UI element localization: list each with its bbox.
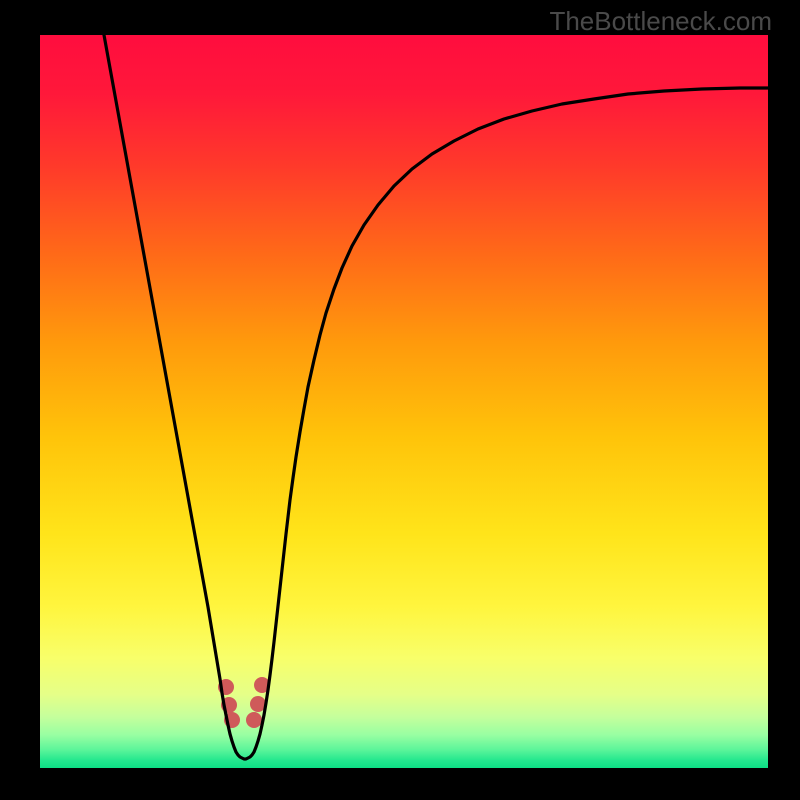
watermark-text: TheBottleneck.com [549, 6, 772, 37]
frame-right [768, 0, 800, 800]
plot-area [40, 35, 768, 768]
frame-left [0, 0, 40, 800]
frame-bottom [0, 768, 800, 800]
bottleneck-curve [104, 35, 768, 759]
chart-svg [40, 35, 768, 768]
marker-dot [246, 712, 262, 728]
